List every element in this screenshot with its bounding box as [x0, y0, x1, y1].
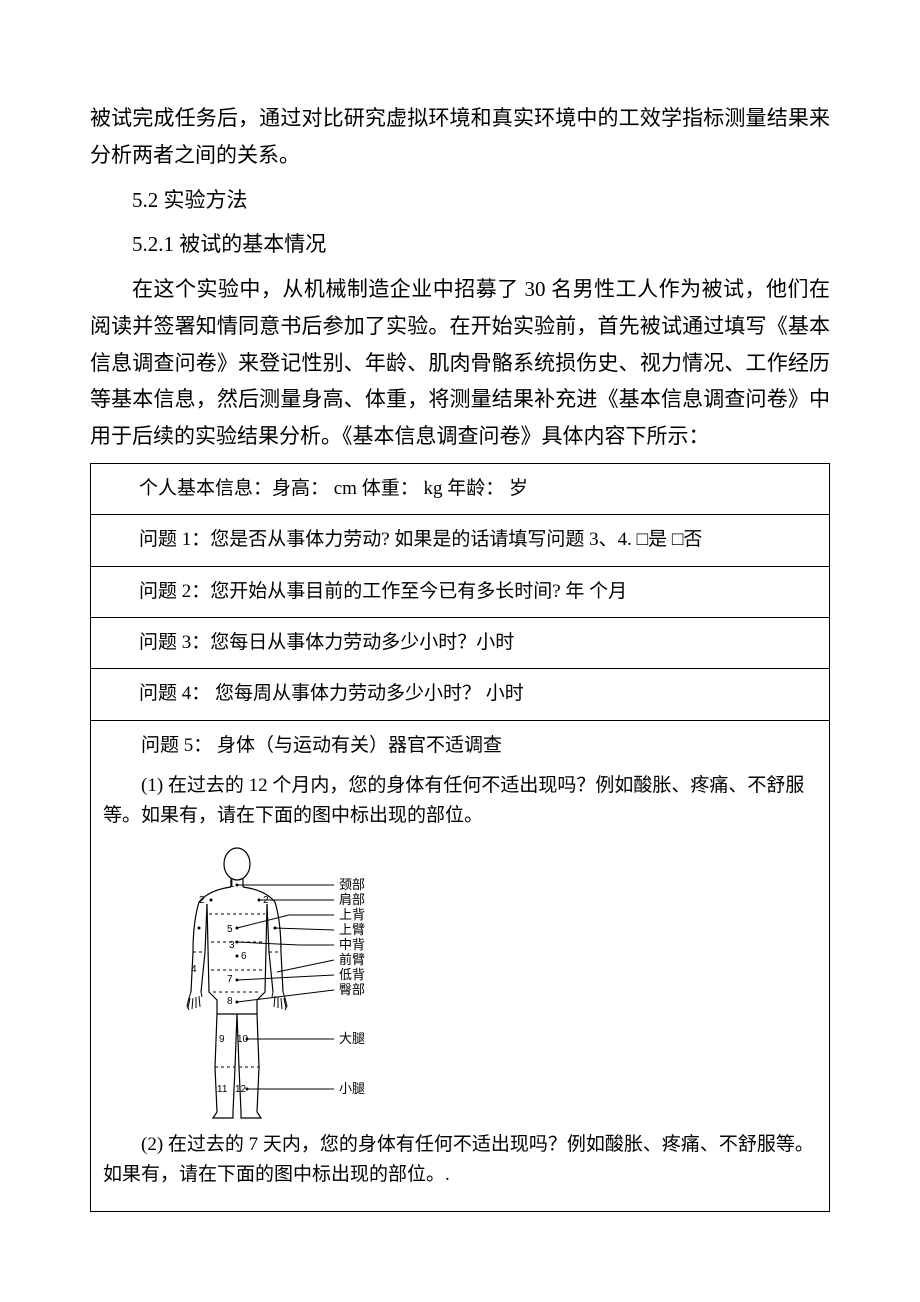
form-row-personal: 个人基本信息：身高： cm 体重： kg 年龄： 岁 [91, 463, 830, 514]
paragraph-intro-continued: 被试完成任务后，通过对比研究虚拟环境和真实环境中的工效学指标测量结果来分析两者之… [90, 100, 830, 174]
form-row-q4: 问题 4： 您每周从事体力劳动多少小时？ 小时 [91, 669, 830, 720]
diag-n6: 6 [241, 951, 247, 962]
diag-n11: 11 [217, 1084, 228, 1095]
diag-label-lowback: 低背 [339, 967, 365, 982]
diag-n7: 7 [227, 974, 233, 985]
form-row-q3: 问题 3：您每日从事体力劳动多少小时？小时 [91, 617, 830, 668]
diag-label-upperback: 上背 [339, 907, 365, 922]
diag-n10: 10 [237, 1034, 249, 1045]
diag-n4: 4 [191, 964, 197, 975]
q5-title: 问题 5： 身体（与运动有关）器官不适调查 [103, 731, 817, 761]
form-row-q1: 问题 1：您是否从事体力劳动? 如果是的话请填写问题 3、4. □是 □否 [91, 515, 830, 566]
diag-n2: 2 [199, 895, 205, 906]
form-row-q2: 问题 2：您开始从事目前的工作至今已有多长时间? 年 个月 [91, 566, 830, 617]
diag-n12: 12 [235, 1084, 247, 1095]
section-5-2: 5.2 实验方法 [90, 182, 830, 219]
questionnaire-table: 个人基本信息：身高： cm 体重： kg 年龄： 岁 问题 1：您是否从事体力劳… [90, 463, 830, 1212]
diag-label-hip: 臀部 [339, 982, 365, 997]
section-5-2-1: 5.2.1 被试的基本情况 [90, 226, 830, 263]
diag-label-forearm: 前臂 [339, 952, 365, 967]
diag-label-midback: 中背 [339, 937, 365, 952]
diag-label-neck: 颈部 [339, 877, 365, 892]
form-row-q5: 问题 5： 身体（与运动有关）器官不适调查 (1) 在过去的 12 个月内，您的… [91, 720, 830, 1211]
diag-label-thigh: 大腿 [339, 1031, 365, 1046]
diag-label-shoulder: 肩部 [339, 892, 365, 907]
q5-sub1: (1) 在过去的 12 个月内，您的身体有任何不适出现吗？例如酸胀、疼痛、不舒服… [103, 771, 817, 832]
diag-n3: 3 [229, 940, 235, 951]
diag-label-upperarm: 上臂 [339, 922, 365, 937]
diag-n1: 1 [229, 879, 235, 890]
diag-label-calf: 小腿 [339, 1081, 365, 1096]
paragraph-subjects: 在这个实验中，从机械制造企业中招募了 30 名男性工人作为被试，他们在阅读并签署… [90, 271, 830, 455]
diag-n9: 9 [219, 1034, 225, 1045]
body-diagram: 1 2 2 5 3 4 6 7 8 9 10 11 12 [159, 842, 439, 1122]
diag-n8: 8 [227, 996, 233, 1007]
q5-sub2: (2) 在过去的 7 天内，您的身体有任何不适出现吗？例如酸胀、疼痛、不舒服等。… [103, 1130, 817, 1191]
diag-n5: 5 [227, 924, 233, 935]
